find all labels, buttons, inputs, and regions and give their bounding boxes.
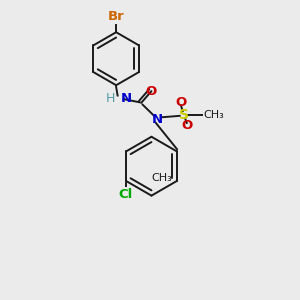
Text: CH₃: CH₃ bbox=[151, 173, 172, 183]
Text: CH₃: CH₃ bbox=[203, 110, 224, 120]
Text: O: O bbox=[146, 85, 157, 98]
Text: S: S bbox=[179, 108, 189, 122]
Text: Br: Br bbox=[108, 11, 124, 23]
Text: O: O bbox=[175, 96, 187, 109]
Text: H: H bbox=[106, 92, 115, 105]
Text: Cl: Cl bbox=[119, 188, 133, 201]
Text: N: N bbox=[121, 92, 132, 105]
Text: O: O bbox=[181, 119, 192, 132]
Text: N: N bbox=[152, 112, 163, 126]
